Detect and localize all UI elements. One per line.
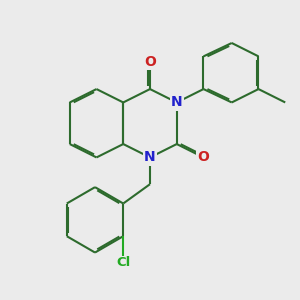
Text: N: N — [144, 150, 156, 164]
Text: O: O — [144, 55, 156, 69]
Text: O: O — [198, 150, 209, 164]
Text: Cl: Cl — [116, 256, 130, 269]
Text: N: N — [171, 95, 183, 110]
